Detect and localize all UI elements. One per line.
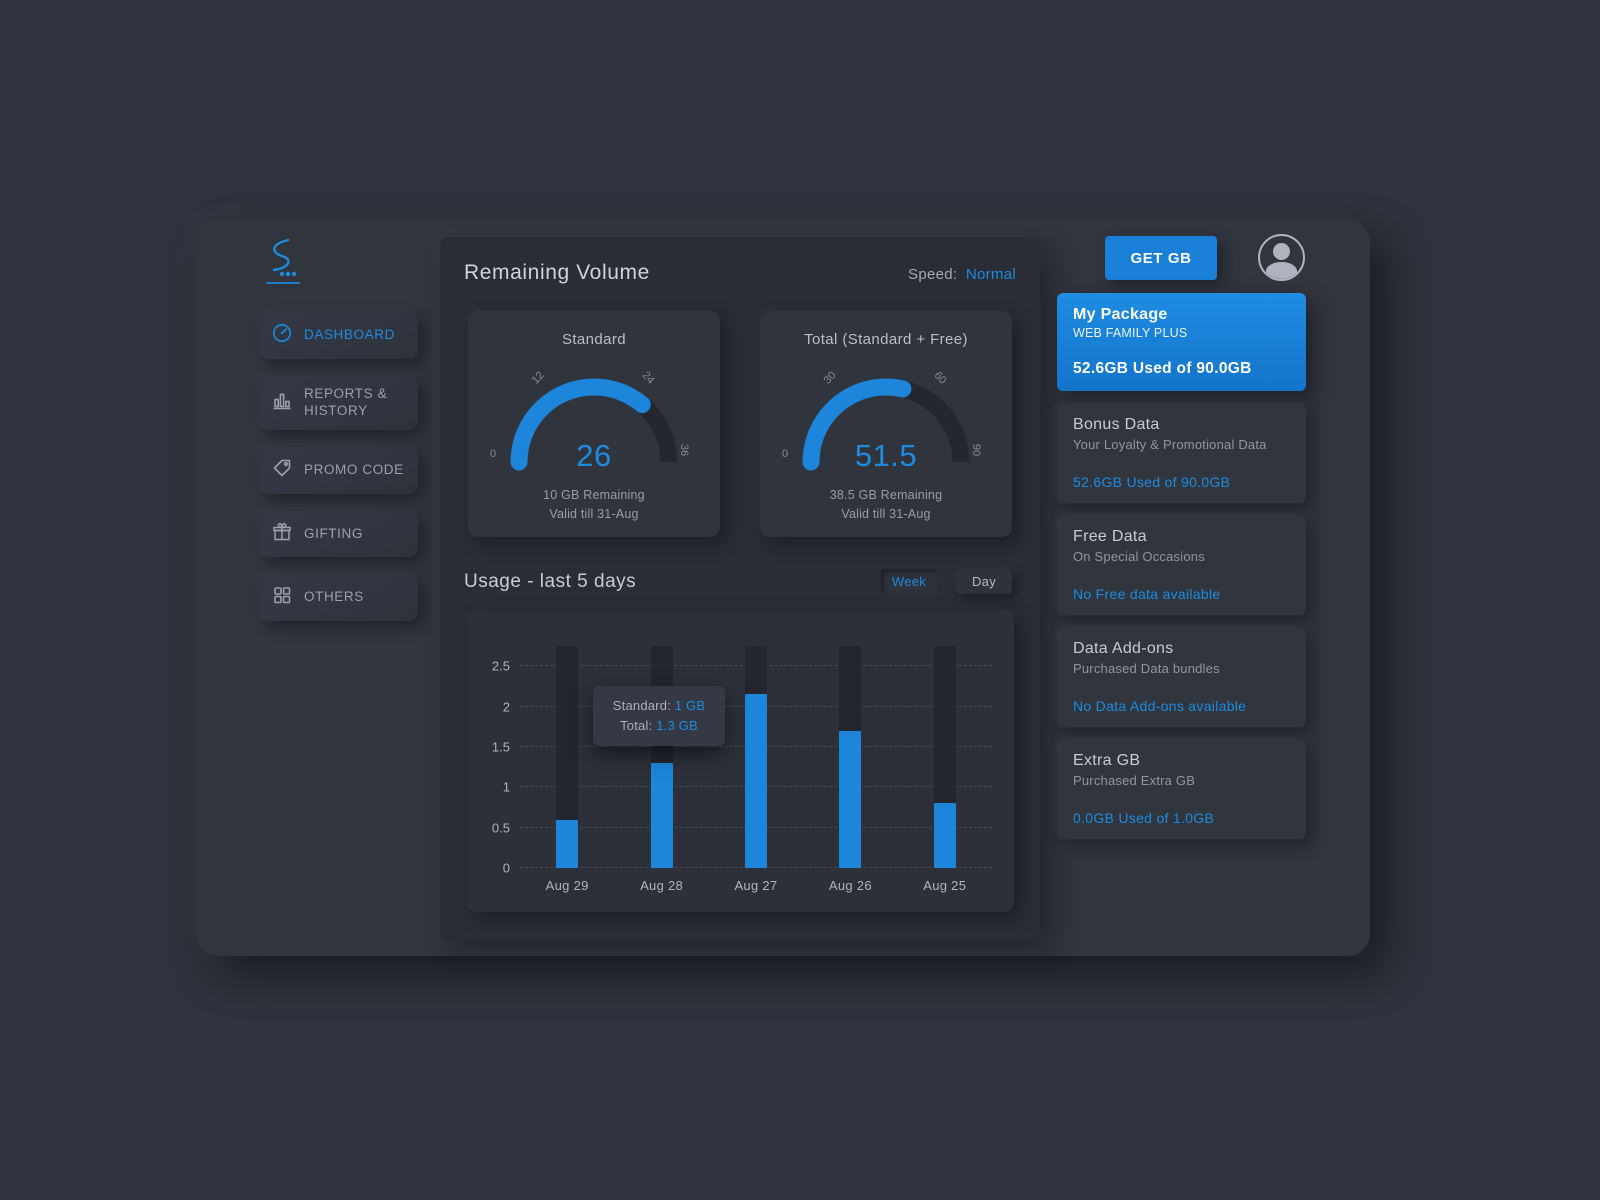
bar-fill xyxy=(744,694,767,868)
tag-icon xyxy=(271,457,293,484)
y-tick-label: 0 xyxy=(502,860,510,876)
gauge-tick: 0 xyxy=(782,448,789,460)
chart-plot-area: Standard: 1 GB Total: 1.3 GB Aug 29 Aug 2… xyxy=(520,646,992,893)
my-package-card[interactable]: My Package WEB FAMILY PLUS 52.6GB Used o… xyxy=(1057,293,1306,391)
bar-fill xyxy=(839,730,862,868)
grid-icon xyxy=(271,584,293,611)
sidebar-item-label: GIFTING xyxy=(304,525,363,541)
sidebar-item-promo-code[interactable]: PROMO CODE xyxy=(260,446,418,494)
y-tick-label: 2.5 xyxy=(491,658,510,674)
gauge-validity: Valid till 31-Aug xyxy=(841,506,931,521)
package-subtitle: On Special Occasions xyxy=(1073,549,1205,564)
package-subtitle: Your Loyalty & Promotional Data xyxy=(1073,437,1267,452)
bar-fill xyxy=(556,819,579,868)
speed-value: Normal xyxy=(965,266,1016,283)
y-tick-label: 1 xyxy=(502,779,510,795)
sidebar-item-label: OTHERS xyxy=(304,589,364,605)
y-tick-label: 1.5 xyxy=(491,739,510,755)
chart-tooltip: Standard: 1 GB Total: 1.3 GB xyxy=(593,686,725,747)
sidebar-item-dashboard[interactable]: DASHBOARD xyxy=(260,312,418,359)
tooltip-total-value: 1.3 GB xyxy=(656,718,698,734)
user-avatar[interactable] xyxy=(1258,234,1305,281)
tooltip-standard-value: 1 GB xyxy=(674,698,706,713)
page-title: Remaining Volume xyxy=(464,261,650,284)
gauge-row: Standard 0 12 24 36 26 10 GB Remaining V… xyxy=(464,311,1016,537)
gauge-remaining: 38.5 GB Remaining xyxy=(829,488,943,502)
package-subtitle: WEB FAMILY PLUS xyxy=(1073,326,1188,340)
extra-gb-card[interactable]: Extra GB Purchased Extra GB 0.0GB Used o… xyxy=(1057,739,1306,839)
sidebar-item-label: REPORTS & HISTORY xyxy=(304,385,388,418)
remaining-volume-panel: Remaining Volume Speed: Normal Standard … xyxy=(440,237,1040,939)
usage-bar[interactable]: Aug 27 xyxy=(734,646,777,893)
chart-y-axis: 0 0.5 1 1.5 2 2.5 xyxy=(482,646,520,876)
sidebar-item-label: DASHBOARD xyxy=(304,327,395,342)
speed-label: Speed: xyxy=(908,266,958,283)
x-tick-label: Aug 26 xyxy=(828,878,872,893)
package-subtitle: Purchased Data bundles xyxy=(1073,661,1220,676)
speed-indicator: Speed: Normal xyxy=(908,266,1016,283)
x-tick-label: Aug 28 xyxy=(640,878,684,893)
package-status: No Data Add-ons available xyxy=(1073,698,1247,714)
bar-chart-icon xyxy=(271,389,293,416)
package-status: No Free data available xyxy=(1073,586,1221,602)
package-title: Extra GB xyxy=(1073,752,1141,769)
day-toggle-button[interactable]: Day xyxy=(956,569,1012,594)
bar-track xyxy=(556,646,579,868)
x-tick-label: Aug 29 xyxy=(545,878,589,893)
total-gauge: 0 30 60 90 51.5 xyxy=(782,362,986,474)
usage-bar[interactable]: Aug 29 xyxy=(546,646,588,893)
package-status: 0.0GB Used of 1.0GB xyxy=(1073,810,1215,826)
sidebar-item-label: PROMO CODE xyxy=(304,461,404,477)
usage-bar[interactable]: Aug 25 xyxy=(923,646,966,893)
total-gauge-card: Total (Standard + Free) 0 30 60 90 51.5 … xyxy=(760,311,1012,537)
avatar-head-icon xyxy=(1273,243,1290,260)
x-tick-label: Aug 25 xyxy=(923,878,967,893)
bar-fill xyxy=(933,803,956,868)
sidebar-item-reports-history[interactable]: REPORTS & HISTORY xyxy=(260,375,418,430)
y-tick-label: 0.5 xyxy=(491,820,510,836)
get-gb-button[interactable]: GET GB xyxy=(1105,236,1217,280)
brand-logo xyxy=(258,236,308,292)
standard-gauge-card: Standard 0 12 24 36 26 10 GB Remaining V… xyxy=(468,311,720,537)
usage-bar-chart: 0 0.5 1 1.5 2 2.5 Standard: 1 GB Total: 1.3 G… xyxy=(482,646,992,893)
free-data-card[interactable]: Free Data On Special Occasions No Free d… xyxy=(1057,515,1306,615)
y-tick-label: 2 xyxy=(502,699,510,715)
gauge-value: 51.5 xyxy=(854,438,918,473)
usage-range-toggle: Week Day xyxy=(881,569,1012,594)
gauge-title: Standard xyxy=(561,331,627,348)
speedometer-icon xyxy=(271,322,293,349)
gauge-remaining: 10 GB Remaining xyxy=(543,488,645,502)
gauge-title: Total (Standard + Free) xyxy=(804,331,968,348)
usage-section-title: Usage - last 5 days xyxy=(464,570,637,592)
package-title: Free Data xyxy=(1073,528,1147,545)
package-status: 52.6GB Used of 90.0GB xyxy=(1073,474,1231,490)
week-toggle-button[interactable]: Week xyxy=(881,569,937,594)
sidebar-item-gifting[interactable]: GIFTING xyxy=(260,510,418,558)
standard-gauge: 0 12 24 36 26 xyxy=(490,362,694,474)
package-title: My Package xyxy=(1073,306,1168,323)
usage-bar[interactable]: Aug 28 xyxy=(640,646,683,893)
tooltip-standard-label: Standard: xyxy=(612,698,671,713)
gauge-validity: Valid till 31-Aug xyxy=(549,506,639,521)
bar-fill xyxy=(650,763,673,868)
package-subtitle: Purchased Extra GB xyxy=(1073,773,1196,788)
sidebar-item-others[interactable]: OTHERS xyxy=(260,574,418,622)
gauge-tick: 0 xyxy=(490,448,497,460)
package-title: Bonus Data xyxy=(1073,416,1160,433)
dashboard-card: DASHBOARD REPORTS & HISTORY PROMO CODE xyxy=(196,220,1370,956)
sidebar-menu: DASHBOARD REPORTS & HISTORY PROMO CODE xyxy=(260,312,418,622)
package-list: My Package WEB FAMILY PLUS 52.6GB Used o… xyxy=(1057,293,1306,839)
data-addons-card[interactable]: Data Add-ons Purchased Data bundles No D… xyxy=(1057,627,1306,727)
gift-icon xyxy=(271,521,293,548)
gauge-value: 26 xyxy=(576,438,612,473)
tooltip-total-label: Total: xyxy=(620,718,653,734)
usage-chart-panel: 0 0.5 1 1.5 2 2.5 Standard: 1 GB Total: 1.3 G… xyxy=(468,610,1014,912)
package-status: 52.6GB Used of 90.0GB xyxy=(1073,360,1252,377)
x-tick-label: Aug 27 xyxy=(734,878,778,893)
usage-bar[interactable]: Aug 26 xyxy=(829,646,872,893)
avatar-shoulders-icon xyxy=(1266,262,1297,279)
bonus-data-card[interactable]: Bonus Data Your Loyalty & Promotional Da… xyxy=(1057,403,1306,503)
package-title: Data Add-ons xyxy=(1073,640,1174,657)
bar-series: Aug 29 Aug 28 Aug 27 Aug 26 Aug 25 xyxy=(520,646,992,893)
